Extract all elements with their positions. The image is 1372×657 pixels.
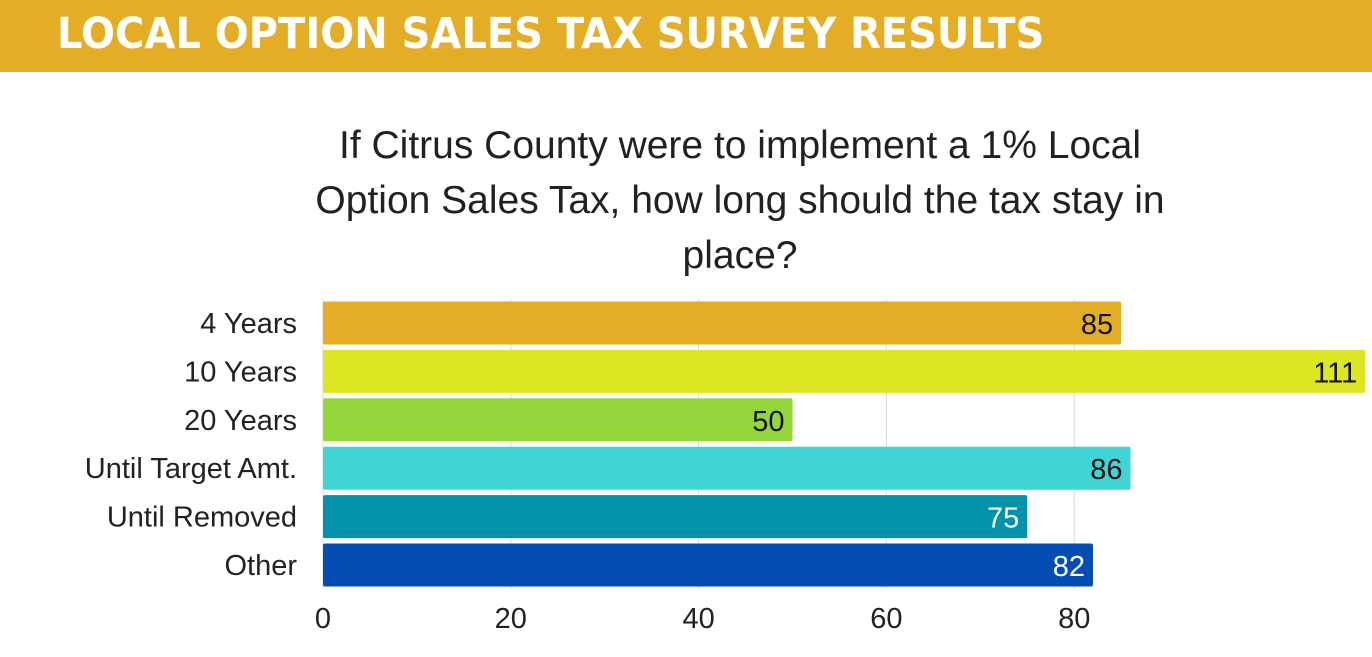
category-label: 20 Years [184, 405, 297, 437]
x-tick-label: 80 [1058, 603, 1090, 635]
bar [323, 398, 793, 442]
bars: 85 111 50 86 75 82 [323, 301, 1366, 587]
data-label: 82 [1053, 551, 1085, 583]
category-labels: 4 Years 10 Years 20 Years Until Target Amt.… [85, 308, 298, 582]
chart-title: If Citrus County were to implement a 1% … [315, 124, 1165, 277]
x-tick-label: 20 [495, 603, 527, 635]
category-label: Until Target Amt. [85, 453, 297, 485]
data-label: 85 [1081, 309, 1113, 341]
bar [323, 495, 1028, 539]
data-label: 86 [1090, 454, 1122, 486]
bar [323, 446, 1131, 490]
category-label: Other [224, 550, 297, 582]
x-axis-ticks: 0 20 40 60 80 [315, 603, 1090, 635]
bar [323, 543, 1093, 587]
data-label: 50 [752, 406, 784, 438]
category-label: 4 Years [200, 308, 297, 340]
data-label: 111 [1313, 357, 1357, 389]
bar [323, 349, 1366, 393]
x-tick-label: 60 [870, 603, 902, 635]
data-label: 75 [987, 503, 1019, 535]
bar [323, 301, 1122, 345]
x-tick-label: 40 [682, 603, 714, 635]
page-title: LOCAL OPTION SALES TAX SURVEY RESULTS [57, 9, 1045, 59]
header-banner: LOCAL OPTION SALES TAX SURVEY RESULTS [0, 0, 1372, 72]
x-tick-label: 0 [315, 603, 331, 635]
category-label: Until Removed [107, 502, 297, 534]
category-label: 10 Years [184, 356, 297, 388]
gridlines [322, 299, 1075, 589]
